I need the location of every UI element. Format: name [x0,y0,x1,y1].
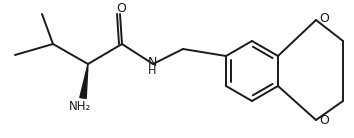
Text: NH₂: NH₂ [69,99,91,112]
Text: O: O [116,2,126,15]
Text: O: O [319,13,329,26]
Polygon shape [80,64,88,99]
Text: O: O [319,115,329,128]
Text: H: H [148,66,156,76]
Text: N: N [147,55,157,68]
